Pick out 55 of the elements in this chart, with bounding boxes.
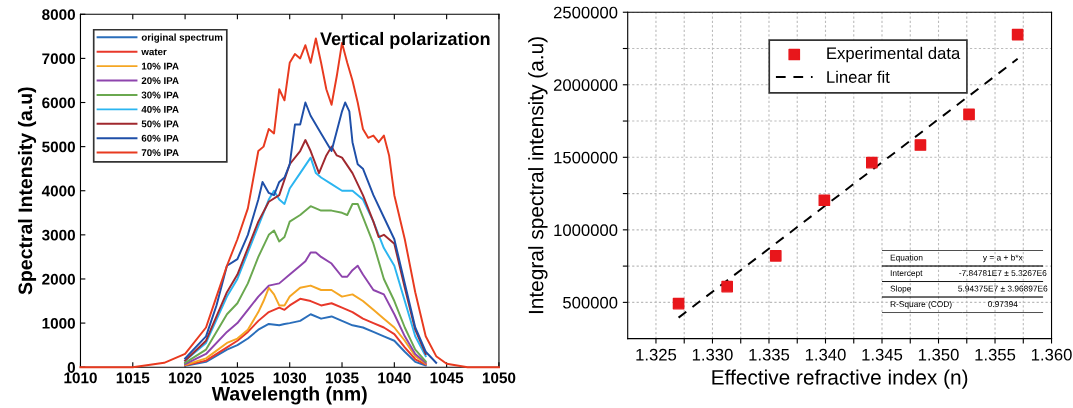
y-tick-label: 1000 bbox=[42, 317, 75, 329]
x-tick-label: 1.360 bbox=[1031, 348, 1072, 361]
legend-label: 40% IPA bbox=[141, 105, 179, 113]
x-tick-label: 1015 bbox=[116, 372, 150, 384]
legend-label: 50% IPA bbox=[141, 120, 179, 128]
annotation: 5.94375E7 ± 3.96897E6 bbox=[958, 285, 1048, 292]
annotation: y = a + b*x bbox=[982, 254, 1023, 263]
y-tick-label: 500000 bbox=[563, 296, 618, 309]
annotation: -7.84781E7 ± 5.3267E6 bbox=[959, 270, 1047, 276]
y-axis-title: Integral spectral intensity (a.u) bbox=[528, 37, 548, 314]
legend-label: 60% IPA bbox=[141, 134, 179, 142]
x-tick-label: 1045 bbox=[430, 372, 464, 384]
y-tick-label: 2000 bbox=[42, 273, 75, 285]
legend-label: 30% IPA bbox=[141, 91, 179, 99]
legend-label: 20% IPA bbox=[141, 77, 179, 85]
x-tick-label: 1025 bbox=[221, 372, 254, 384]
x-tick-label: 1030 bbox=[273, 372, 307, 384]
y-tick-label: 4000 bbox=[41, 185, 75, 197]
x-axis-title: Effective refractive index (n) bbox=[712, 369, 968, 389]
x-tick-label: 1040 bbox=[378, 372, 411, 384]
annotation: Slope bbox=[890, 285, 911, 294]
text: Vertical polarization bbox=[320, 31, 490, 49]
x-tick-label: 1.335 bbox=[749, 348, 790, 361]
legend-label: Linear fit bbox=[827, 70, 890, 83]
x-tick-label: 1020 bbox=[169, 372, 202, 384]
y-tick-label: 0 bbox=[67, 362, 75, 373]
y-tick-label: 2000000 bbox=[553, 79, 618, 91]
x-tick-label: 1.355 bbox=[975, 348, 1016, 361]
y-tick-label: 5000 bbox=[42, 141, 75, 153]
x-tick-label: 1010 bbox=[64, 372, 97, 384]
annotation: Intercept bbox=[890, 270, 923, 278]
legend-label: original spectrum bbox=[141, 33, 223, 43]
y-tick-label: 3000 bbox=[41, 229, 75, 241]
annotation: Equation bbox=[890, 254, 923, 263]
x-tick-label: 1.350 bbox=[918, 348, 959, 361]
y-tick-label: 6000 bbox=[42, 97, 75, 109]
y-tick-label: 1000000 bbox=[554, 224, 618, 237]
x-axis-title: Wavelength (nm) bbox=[211, 386, 367, 405]
annotation: R-Square (COD) bbox=[890, 300, 952, 309]
x-tick-label: 1.345 bbox=[862, 348, 903, 361]
x-tick-label: 1.325 bbox=[636, 348, 677, 361]
x-tick-label: 1.330 bbox=[692, 348, 733, 361]
x-tick-label: 1035 bbox=[325, 372, 359, 384]
legend-label: 10% IPA bbox=[141, 62, 179, 70]
y-tick-label: 1500000 bbox=[554, 151, 618, 164]
legend-label: Experimental data bbox=[827, 46, 961, 63]
y-tick-label: 7000 bbox=[42, 53, 75, 65]
x-tick-label: 1050 bbox=[482, 372, 516, 384]
y-tick-label: 2500000 bbox=[553, 6, 618, 19]
y-axis-title: Spectral Intensity (a.u) bbox=[17, 87, 37, 295]
x-tick-label: 1.340 bbox=[805, 348, 846, 361]
annotation: 0.97394 bbox=[988, 301, 1018, 308]
legend-label: water bbox=[141, 48, 167, 56]
legend-label: 70% IPA bbox=[141, 149, 179, 157]
y-tick-label: 8000 bbox=[42, 9, 75, 20]
